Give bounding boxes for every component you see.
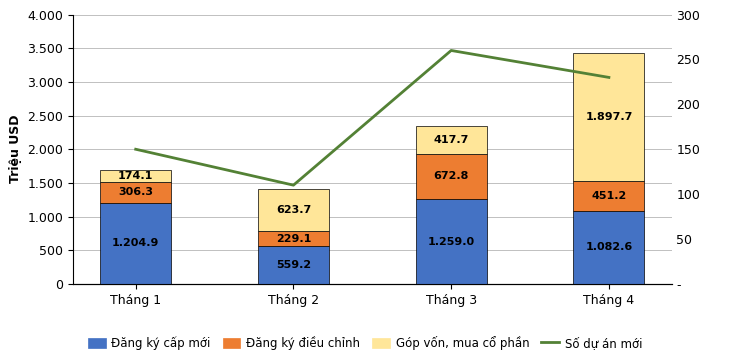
Text: 1.082.6: 1.082.6 [585,242,632,253]
Text: 1.259.0: 1.259.0 [428,237,474,246]
Bar [573,211,645,284]
Bar [415,154,487,199]
Text: 306.3: 306.3 [118,187,153,197]
Bar [100,170,172,182]
Text: 174.1: 174.1 [118,171,153,181]
Text: 672.8: 672.8 [434,171,469,182]
Bar [573,181,645,211]
Y-axis label: Triệu USD: Triệu USD [9,115,22,183]
Bar [415,126,487,154]
Bar [573,53,645,181]
Bar [258,246,329,284]
Text: 623.7: 623.7 [276,205,311,215]
Text: 1.897.7: 1.897.7 [585,112,633,122]
Bar [258,189,329,231]
Text: 229.1: 229.1 [276,234,311,244]
Text: 417.7: 417.7 [434,135,469,145]
Bar [100,203,172,284]
Legend: Đăng ký cấp mới, Đăng ký điều chỉnh, Góp vốn, mua cổ phần, Số dự án mới: Đăng ký cấp mới, Đăng ký điều chỉnh, Góp… [83,331,647,355]
Text: 1.204.9: 1.204.9 [112,238,159,248]
Text: 559.2: 559.2 [276,260,311,270]
Bar [415,199,487,284]
Bar [100,182,172,203]
Text: 451.2: 451.2 [591,191,626,201]
Bar [258,231,329,246]
